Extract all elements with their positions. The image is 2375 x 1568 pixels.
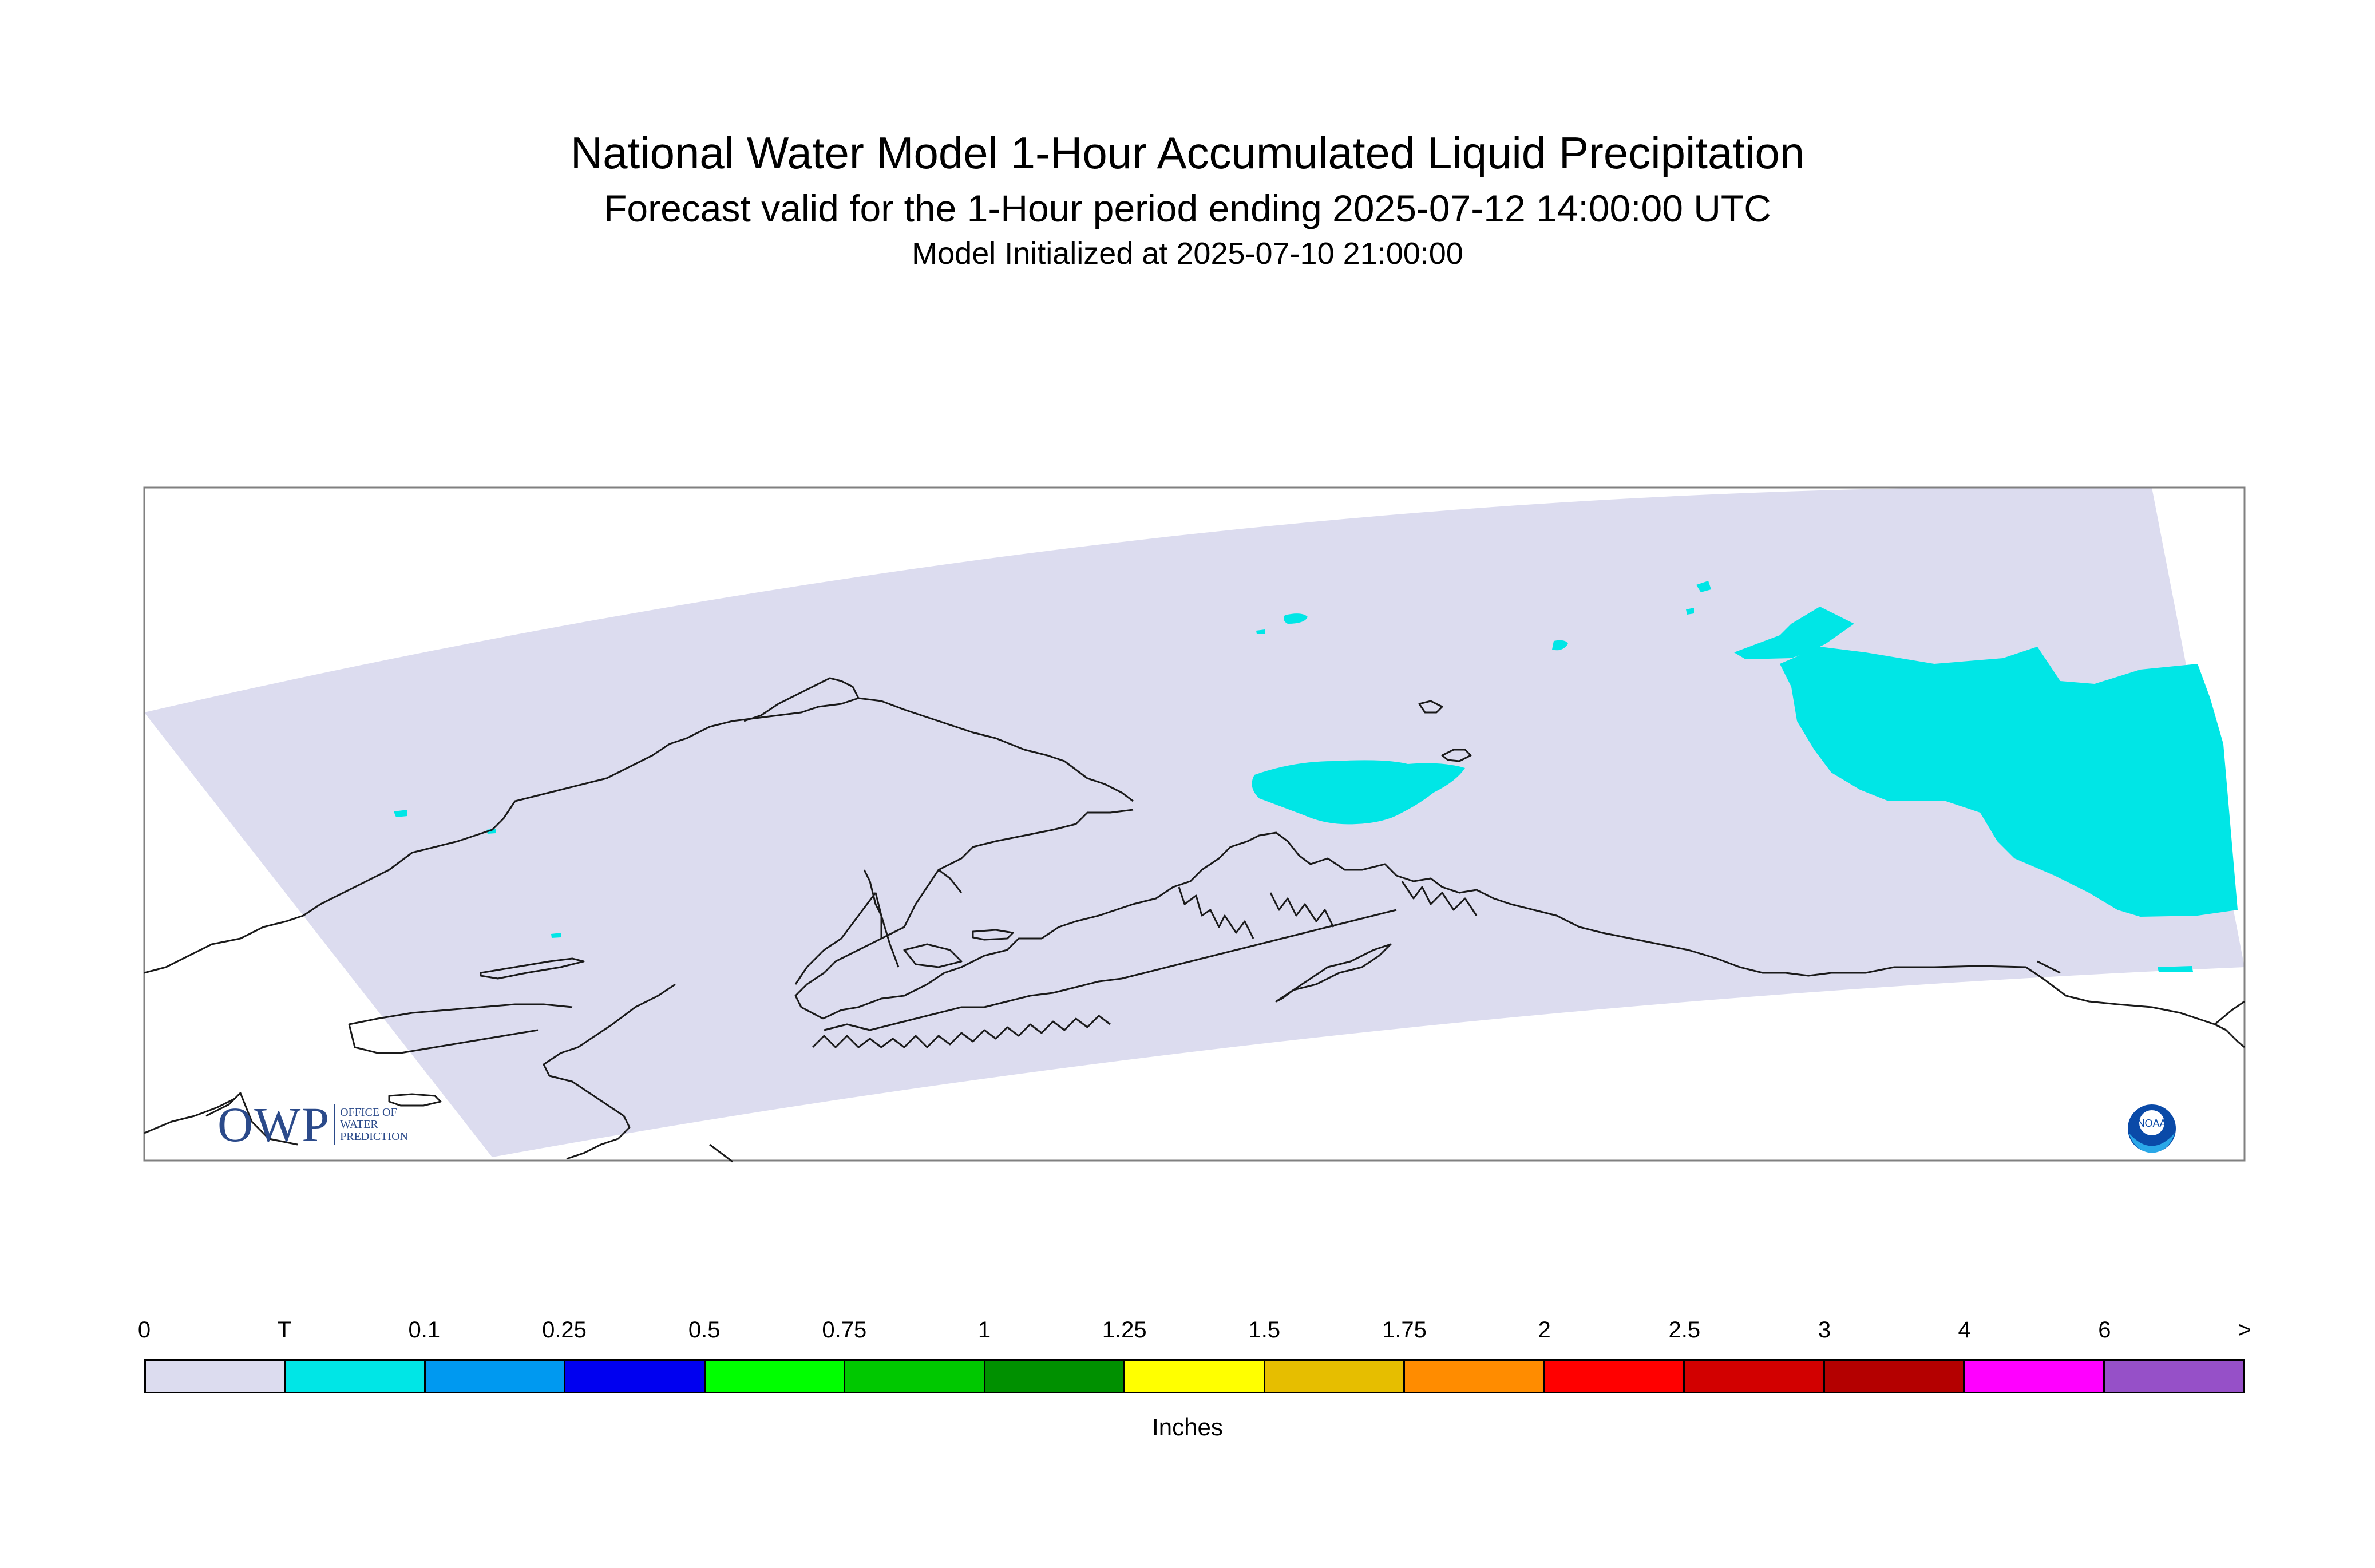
trace-small-8 xyxy=(1256,629,1265,634)
western-ak-coast xyxy=(543,892,900,1160)
colorbar-cell xyxy=(425,1361,566,1392)
colorbar-tick-label: 3 xyxy=(1818,1317,1831,1343)
island-b xyxy=(903,943,963,968)
cook-inlet-coast xyxy=(794,809,1134,1020)
colorbar-cell xyxy=(565,1361,706,1392)
colorbar-tick-label: T xyxy=(277,1317,291,1343)
nunivak-island xyxy=(388,1093,442,1107)
noaa-logo: NOAA xyxy=(2128,1104,2176,1153)
trace-small-5 xyxy=(394,810,407,817)
colorbar-cell xyxy=(1265,1361,1406,1392)
trace-small-1 xyxy=(1284,613,1308,624)
colorbar-cell xyxy=(1545,1361,1685,1392)
owp-logo-abbr: OWP xyxy=(217,1097,331,1152)
owp-logo-line1: OFFICE OF xyxy=(340,1106,397,1119)
colorbar-tick-label: 0.1 xyxy=(408,1317,441,1343)
colorbar-tick-label: 6 xyxy=(2098,1317,2111,1343)
colorbar-cell xyxy=(1405,1361,1545,1392)
seward-peninsula xyxy=(743,677,860,722)
colorbar-tick-label: 0.25 xyxy=(542,1317,587,1343)
colorbar-cell xyxy=(705,1361,846,1392)
owp-logo-line3: PREDICTION xyxy=(340,1130,408,1143)
map-frame xyxy=(143,486,2246,1162)
kodiak-area xyxy=(1275,943,1392,1003)
trace-small-2 xyxy=(1552,640,1568,651)
colorbar-cell xyxy=(985,1361,1126,1392)
fjord-jags xyxy=(1178,881,1478,939)
trace-small-6 xyxy=(486,829,496,834)
trace-east-block xyxy=(1734,607,2238,917)
colorbar-cell xyxy=(146,1361,286,1392)
aleutian-jags xyxy=(812,1015,1111,1048)
owp-logo-words: OFFICE OF WATER PREDICTION xyxy=(340,1106,420,1143)
colorbar-tick-label: 1.75 xyxy=(1382,1317,1427,1343)
forecast-valid-subtitle: Forecast valid for the 1-Hour period end… xyxy=(604,187,1771,229)
colorbar-tick-label: 1.25 xyxy=(1102,1317,1147,1343)
colorbar-tick-label: 4 xyxy=(1958,1317,1971,1343)
island-a xyxy=(972,929,1014,941)
colorbar-tick-label: 0.75 xyxy=(822,1317,867,1343)
river-line xyxy=(863,869,963,939)
colorbar-tick-label: 2 xyxy=(1538,1317,1551,1343)
alaska-peninsula-chain xyxy=(824,909,1397,1031)
colorbar-cell xyxy=(1685,1361,1825,1392)
colorbar-tick-label: 0 xyxy=(137,1317,151,1343)
island-d xyxy=(1441,749,1472,762)
colorbar-tick-label: 1.5 xyxy=(1248,1317,1281,1343)
east-coast-bits xyxy=(2037,960,2245,1048)
coastlines xyxy=(144,677,2245,1163)
colorbar-cell xyxy=(1125,1361,1265,1392)
trace-small-3 xyxy=(1696,581,1711,592)
colorbar-tick-label: 0.5 xyxy=(688,1317,721,1343)
colorbar-cell xyxy=(286,1361,426,1392)
trace-small-7 xyxy=(2158,966,2193,972)
island-c xyxy=(1418,700,1443,714)
model-init-subtitle: Model Initialized at 2025-07-10 21:00:00 xyxy=(912,236,1463,271)
colorbar-units-label: Inches xyxy=(1152,1413,1223,1440)
colorbar-tick-label: 1 xyxy=(977,1317,991,1343)
colorbar-cell xyxy=(2104,1361,2243,1392)
colorbar-tick-label: 2.5 xyxy=(1668,1317,1701,1343)
owp-logo: OWP OFFICE OF WATER PREDICTION xyxy=(217,1100,420,1149)
precipitation-traces xyxy=(394,581,2238,972)
trace-small-9 xyxy=(551,933,561,938)
trace-small-4 xyxy=(1686,608,1694,615)
southwest-coast xyxy=(144,1092,733,1163)
model-domain-area xyxy=(144,486,2245,1157)
colorbar-cell xyxy=(1824,1361,1965,1392)
colorbar xyxy=(144,1359,2245,1393)
mainland-coast xyxy=(822,831,2245,1025)
trace-north-island xyxy=(1252,760,1465,825)
norton-sound-coast xyxy=(858,697,1134,802)
colorbar-tick-label: > xyxy=(2238,1317,2251,1343)
bristol-bay-coast xyxy=(144,697,859,974)
colorbar-cell xyxy=(845,1361,985,1392)
st-lawrence-island xyxy=(480,957,585,980)
chart-title: National Water Model 1-Hour Accumulated … xyxy=(570,128,1805,178)
colorbar-cell xyxy=(1965,1361,2105,1392)
owp-logo-line2: WATER xyxy=(340,1118,378,1131)
noaa-logo-text: NOAA xyxy=(2137,1118,2166,1129)
kuskokwim-coast xyxy=(348,1003,573,1054)
owp-logo-divider xyxy=(334,1104,336,1145)
